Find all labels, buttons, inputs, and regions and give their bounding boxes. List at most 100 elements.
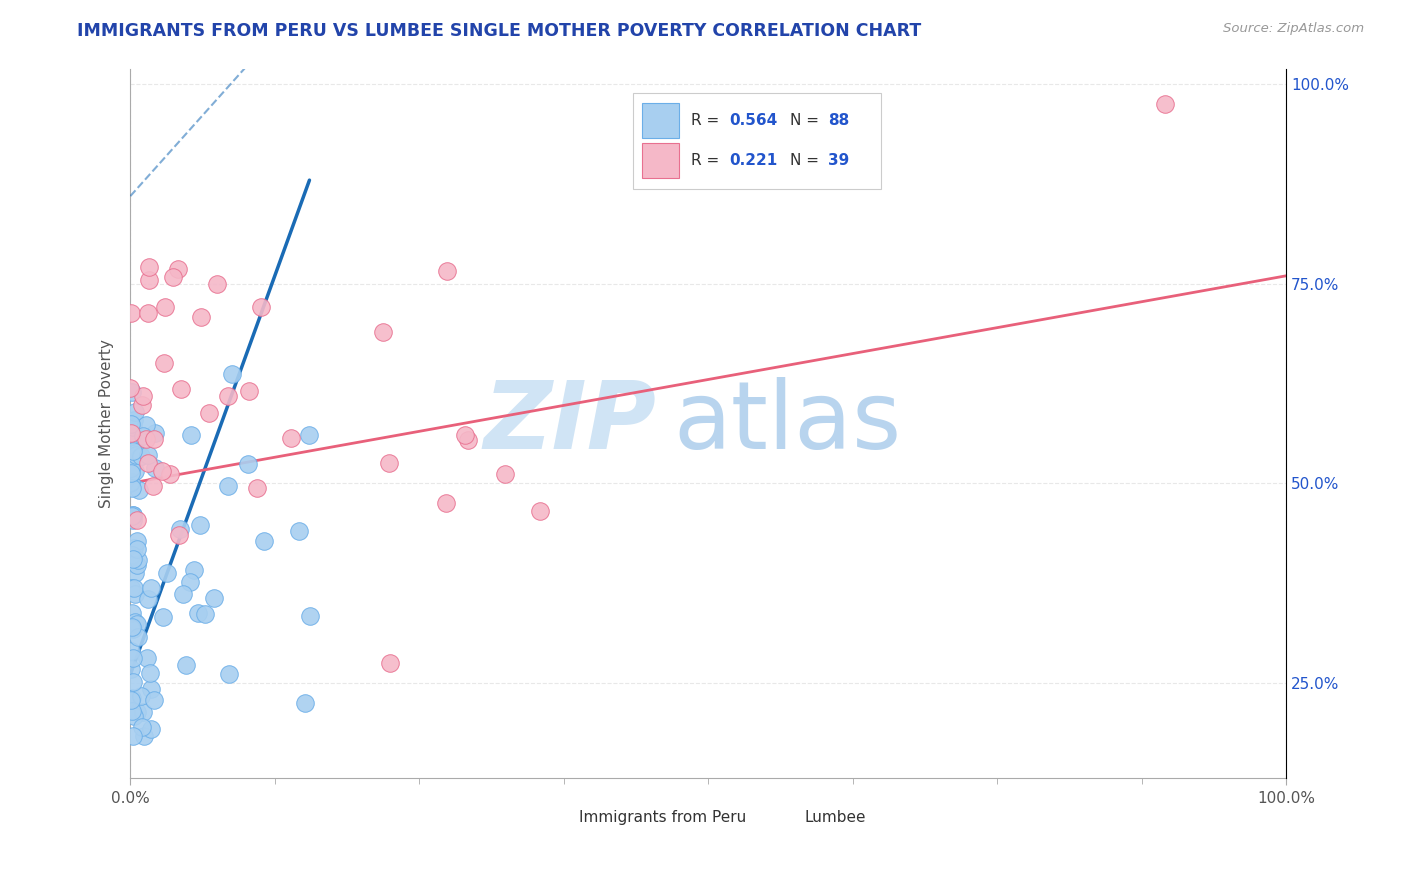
Point [1153, 97, 1175, 112]
Point [172, 587, 194, 601]
Point [253, 533, 276, 548]
Point [122, 729, 145, 743]
Point [120, 662, 142, 676]
FancyBboxPatch shape [769, 802, 800, 828]
Point [122, 541, 145, 555]
Text: R =: R = [690, 153, 724, 169]
Point [120, 692, 142, 706]
FancyBboxPatch shape [633, 94, 882, 189]
Point [529, 504, 551, 518]
Point [125, 448, 148, 462]
Point [132, 389, 155, 403]
Point [127, 513, 149, 527]
Point [153, 356, 176, 370]
Point [152, 610, 174, 624]
Point [380, 656, 402, 670]
Point [159, 467, 181, 482]
Point [174, 657, 197, 672]
Point [434, 495, 457, 509]
Text: 39: 39 [828, 153, 849, 169]
Point [127, 553, 149, 567]
Point [139, 665, 162, 680]
Point [288, 524, 311, 538]
Text: N =: N = [790, 153, 824, 169]
Point [121, 444, 143, 458]
Point [138, 273, 160, 287]
Point [139, 723, 162, 737]
Point [139, 581, 162, 595]
Text: Immigrants from Peru: Immigrants from Peru [579, 810, 747, 825]
Point [131, 398, 153, 412]
Point [122, 420, 145, 434]
Point [280, 430, 302, 444]
Point [197, 406, 219, 420]
Point [121, 508, 143, 522]
Point [187, 606, 209, 620]
Point [122, 651, 145, 665]
Point [207, 277, 229, 292]
Point [120, 582, 142, 596]
Point [167, 528, 190, 542]
Point [153, 300, 176, 314]
FancyBboxPatch shape [544, 802, 574, 828]
Point [190, 310, 212, 325]
Point [124, 587, 146, 601]
Text: Source: ZipAtlas.com: Source: ZipAtlas.com [1223, 22, 1364, 36]
Point [129, 690, 152, 704]
Point [143, 425, 166, 440]
Point [121, 508, 143, 522]
Point [128, 450, 150, 464]
Point [162, 270, 184, 285]
Point [143, 432, 166, 446]
Point [238, 384, 260, 399]
Point [124, 405, 146, 419]
Point [136, 592, 159, 607]
Point [120, 426, 142, 441]
Point [120, 475, 142, 490]
Point [120, 381, 142, 395]
Text: Lumbee: Lumbee [804, 810, 866, 825]
Point [127, 630, 149, 644]
Text: ZIP: ZIP [484, 377, 657, 469]
Point [121, 606, 143, 620]
Point [132, 706, 155, 720]
Point [120, 467, 142, 481]
Point [142, 479, 165, 493]
Point [121, 428, 143, 442]
Point [124, 464, 146, 478]
Point [167, 262, 190, 277]
Point [120, 306, 142, 320]
Point [122, 709, 145, 723]
Point [125, 445, 148, 459]
Point [169, 382, 191, 396]
Point [124, 615, 146, 630]
Point [179, 575, 201, 590]
Point [169, 523, 191, 537]
FancyBboxPatch shape [643, 103, 679, 137]
Point [121, 552, 143, 566]
Point [249, 300, 271, 314]
Point [152, 464, 174, 478]
Point [121, 513, 143, 527]
Point [121, 509, 143, 524]
Point [136, 651, 159, 665]
Point [138, 260, 160, 275]
Point [121, 620, 143, 634]
Point [121, 460, 143, 475]
Point [134, 730, 156, 744]
Point [136, 306, 159, 320]
Point [218, 667, 240, 681]
Point [131, 429, 153, 443]
Point [120, 621, 142, 635]
Text: IMMIGRANTS FROM PERU VS LUMBEE SINGLE MOTHER POVERTY CORRELATION CHART: IMMIGRANTS FROM PERU VS LUMBEE SINGLE MO… [77, 22, 921, 40]
Point [124, 566, 146, 580]
Text: 88: 88 [828, 112, 849, 128]
Point [120, 460, 142, 475]
Point [121, 622, 143, 636]
Point [298, 427, 321, 442]
Point [128, 483, 150, 498]
Point [124, 413, 146, 427]
Point [141, 681, 163, 696]
Point [378, 456, 401, 470]
Point [202, 591, 225, 605]
